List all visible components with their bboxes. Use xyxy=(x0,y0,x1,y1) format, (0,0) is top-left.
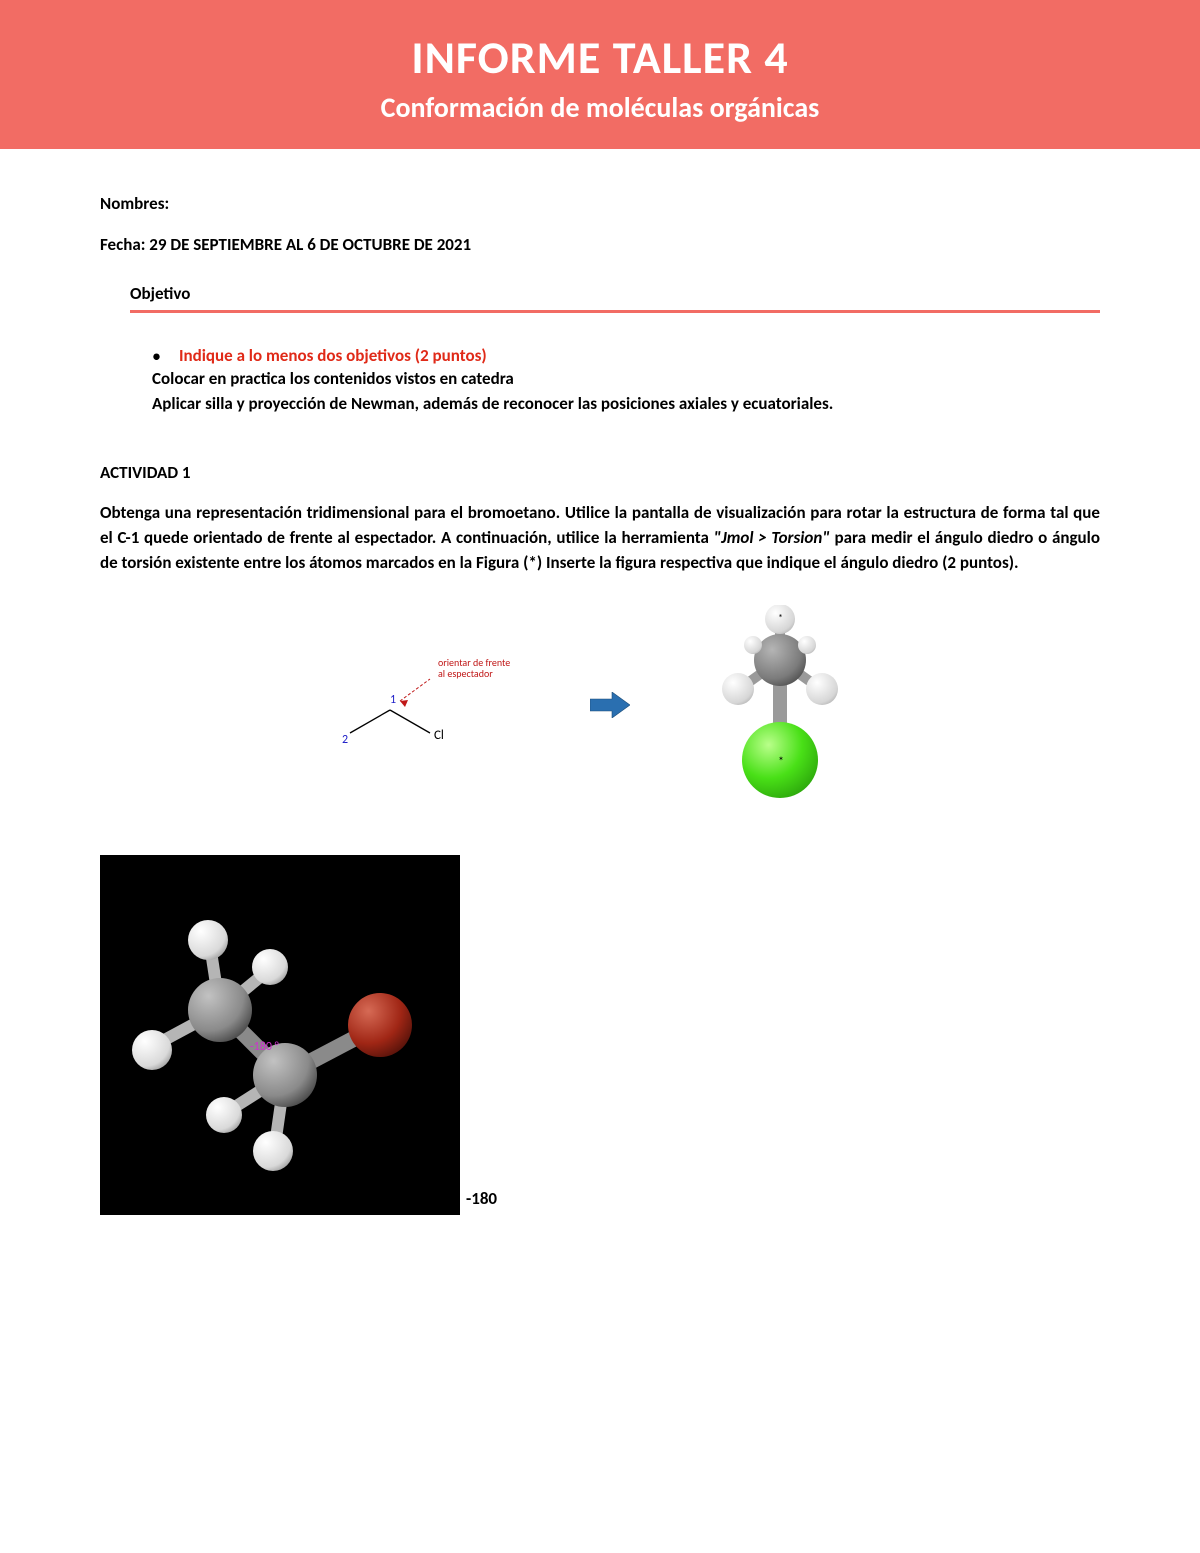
banner-title: INFORME TALLER 4 xyxy=(0,30,1200,86)
label-2: 2 xyxy=(342,733,348,747)
fecha-line: Fecha: 29 DE SEPTIEMBRE AL 6 DE OCTUBRE … xyxy=(100,234,1100,255)
figure-2d-skeletal: 1 2 Cl orientar de frente al espectador xyxy=(330,655,530,755)
jmol-row: -180 ° -180 xyxy=(100,855,1100,1215)
figure-row: 1 2 Cl orientar de frente al espectador xyxy=(100,605,1100,805)
content-area: Nombres: Fecha: 29 DE SEPTIEMBRE AL 6 DE… xyxy=(0,149,1200,1255)
star-bottom: * xyxy=(778,755,784,769)
actividad1-text: Obtenga una representación tridimensiona… xyxy=(100,501,1100,575)
bullet-icon: • xyxy=(152,345,161,367)
fig2d-caption: orientar de frente al espectador xyxy=(438,657,510,679)
actividad1-tool: "Jmol > Torsion" xyxy=(714,527,830,548)
figure-3d-green: * * xyxy=(690,605,870,805)
objetivo-block: Objetivo • Indique a lo menos dos objeti… xyxy=(130,283,1100,416)
objetivo-label: Objetivo xyxy=(130,283,1100,308)
angle-value: -180 xyxy=(466,1188,497,1215)
label-cl: Cl xyxy=(434,728,444,743)
actividad1-title: ACTIVIDAD 1 xyxy=(100,462,1100,483)
label-1: 1 xyxy=(390,693,396,707)
fecha-label: Fecha: xyxy=(100,234,145,255)
objetivo-rule xyxy=(130,310,1100,313)
star-top: * xyxy=(778,611,783,624)
objetivo-line1: Colocar en practica los contenidos visto… xyxy=(152,367,1100,392)
objetivo-bullet-text: Indique a lo menos dos objetivos (2 punt… xyxy=(179,345,487,366)
nombres-label: Nombres: xyxy=(100,193,169,214)
nombres-line: Nombres: xyxy=(100,193,1100,214)
objetivo-line2: Aplicar silla y proyección de Newman, ad… xyxy=(152,392,1100,417)
torsion-label: -180 ° xyxy=(250,1040,279,1054)
header-banner: INFORME TALLER 4 Conformación de molécul… xyxy=(0,0,1200,149)
jmol-render: -180 ° xyxy=(100,855,460,1215)
caption-l2: al espectador xyxy=(438,667,493,680)
objetivo-bullet-row: • Indique a lo menos dos objetivos (2 pu… xyxy=(152,345,1100,367)
fecha-value: 29 DE SEPTIEMBRE AL 6 DE OCTUBRE DE 2021 xyxy=(149,234,471,255)
arrow-icon xyxy=(590,692,630,718)
banner-subtitle: Conformación de moléculas orgánicas xyxy=(0,90,1200,125)
